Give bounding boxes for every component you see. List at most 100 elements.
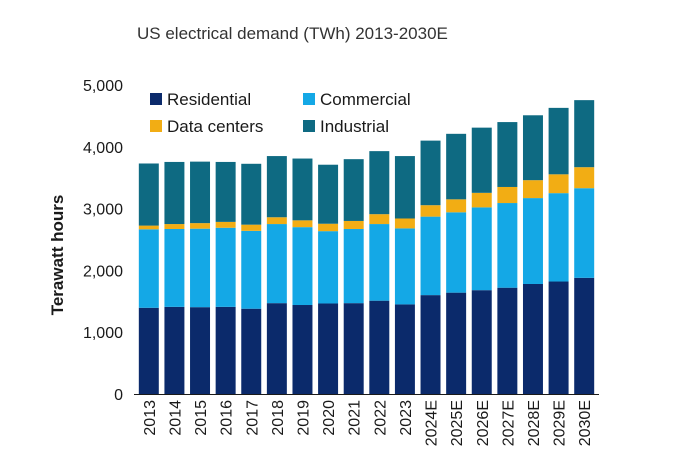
x-axis: 2013 2014 2015 2016 2017 2018 2019 2020 2021 2022…: [134, 394, 599, 446]
x-tick-label: 2016: [219, 400, 236, 436]
y-axis: 0 1,000 2,000 3,000 4,000 5,000: [83, 78, 123, 404]
bar-commercial-2028e: [522, 198, 543, 284]
legend-label-industrial: Industrial: [320, 117, 389, 136]
bar-commercial-2022: [369, 224, 390, 301]
bar-commercial-2029e: [548, 193, 569, 282]
legend-swatch-industrial: [303, 120, 315, 132]
bar-data-centers-2016: [215, 221, 236, 228]
bar-commercial-2030e: [574, 188, 595, 278]
bars: [138, 100, 595, 394]
bar-industrial-2021: [343, 159, 364, 221]
bar-industrial-2027e: [497, 122, 518, 187]
bar-industrial-2022: [369, 151, 390, 215]
legend-label-residential: Residential: [167, 90, 251, 109]
bar-data-centers-2029e: [548, 174, 569, 194]
bar-residential-2026e: [471, 290, 492, 394]
legend-swatch-residential: [150, 93, 162, 105]
bar-data-centers-2014: [164, 224, 185, 229]
bar-industrial-2023: [394, 156, 415, 219]
legend-label-data-centers: Data centers: [167, 117, 263, 136]
bar-data-centers-2020: [318, 223, 339, 232]
bar-commercial-2021: [343, 228, 364, 304]
bar-data-centers-2019: [292, 220, 313, 228]
bar-residential-2018: [266, 303, 287, 394]
bar-industrial-2020: [318, 164, 339, 224]
x-tick-label: 2015: [193, 400, 210, 436]
bar-residential-2029e: [548, 281, 569, 394]
bar-residential-2023: [394, 304, 415, 394]
bar-residential-2027e: [497, 287, 518, 394]
bar-industrial-2019: [292, 158, 313, 221]
bar-industrial-2024e: [420, 140, 441, 206]
x-tick-label: 2028E: [526, 400, 543, 446]
y-tick-label: 3,000: [83, 202, 123, 219]
bar-industrial-2030e: [574, 100, 595, 168]
bar-commercial-2019: [292, 227, 313, 306]
bar-data-centers-2030e: [574, 167, 595, 189]
chart-title: US electrical demand (TWh) 2013-2030E: [137, 24, 448, 43]
x-tick-label: 2023: [398, 400, 415, 436]
bar-residential-2021: [343, 303, 364, 394]
bar-residential-2019: [292, 305, 313, 394]
bar-data-centers-2028e: [522, 180, 543, 199]
x-tick-label: 2026E: [475, 400, 492, 446]
bar-commercial-2024e: [420, 216, 441, 296]
bar-residential-2022: [369, 300, 390, 394]
bar-data-centers-2013: [138, 225, 159, 230]
bar-industrial-2014: [164, 161, 185, 225]
bar-commercial-2023: [394, 228, 415, 305]
y-tick-label: 2,000: [83, 263, 123, 280]
y-axis-title: Terawatt hours: [48, 195, 67, 316]
legend-label-commercial: Commercial: [320, 90, 411, 109]
bar-residential-2024e: [420, 295, 441, 394]
y-tick-label: 5,000: [83, 78, 123, 95]
x-tick-label: 2027E: [500, 400, 517, 446]
bar-commercial-2027e: [497, 203, 518, 288]
bar-data-centers-2017: [241, 224, 262, 231]
x-tick-label: 2017: [244, 400, 261, 436]
bar-residential-2013: [138, 307, 159, 394]
bar-commercial-2015: [190, 228, 211, 308]
legend: Residential Commercial Data centers Industr…: [150, 90, 411, 136]
bar-commercial-2017: [241, 230, 262, 309]
bar-industrial-2026e: [471, 127, 492, 193]
y-tick-label: 1,000: [83, 325, 123, 342]
bar-data-centers-2018: [266, 217, 287, 225]
bar-commercial-2026e: [471, 207, 492, 291]
x-tick-label: 2014: [167, 400, 184, 436]
bar-data-centers-2021: [343, 220, 364, 229]
bar-industrial-2029e: [548, 107, 569, 175]
bar-industrial-2025e: [446, 133, 467, 200]
bar-residential-2017: [241, 308, 262, 394]
y-tick-label: 4,000: [83, 140, 123, 157]
bar-residential-2015: [190, 307, 211, 394]
bar-commercial-2013: [138, 229, 159, 308]
y-tick-label: 0: [114, 387, 123, 404]
bar-residential-2016: [215, 306, 236, 394]
x-tick-label: 2020: [321, 400, 338, 436]
bar-industrial-2018: [266, 156, 287, 218]
bar-residential-2020: [318, 303, 339, 394]
bar-industrial-2016: [215, 161, 236, 222]
x-tick-label: 2025E: [449, 400, 466, 446]
x-tick-label: 2024E: [424, 400, 441, 446]
x-tick-label: 2022: [372, 400, 389, 436]
bar-residential-2014: [164, 306, 185, 394]
x-tick-label: 2019: [295, 400, 312, 436]
x-tick-label: 2018: [270, 400, 287, 436]
x-tick-label: 2029E: [552, 400, 569, 446]
bar-data-centers-2022: [369, 214, 390, 225]
bar-residential-2028e: [522, 284, 543, 394]
bar-commercial-2025e: [446, 212, 467, 293]
bar-commercial-2018: [266, 224, 287, 304]
bar-data-centers-2026e: [471, 192, 492, 208]
x-tick-label: 2013: [142, 400, 159, 436]
bar-industrial-2015: [190, 161, 211, 224]
bar-data-centers-2024e: [420, 205, 441, 217]
bar-residential-2030e: [574, 277, 595, 394]
bar-data-centers-2015: [190, 223, 211, 229]
bar-commercial-2020: [318, 231, 339, 304]
bar-industrial-2028e: [522, 115, 543, 181]
bar-industrial-2013: [138, 163, 159, 226]
